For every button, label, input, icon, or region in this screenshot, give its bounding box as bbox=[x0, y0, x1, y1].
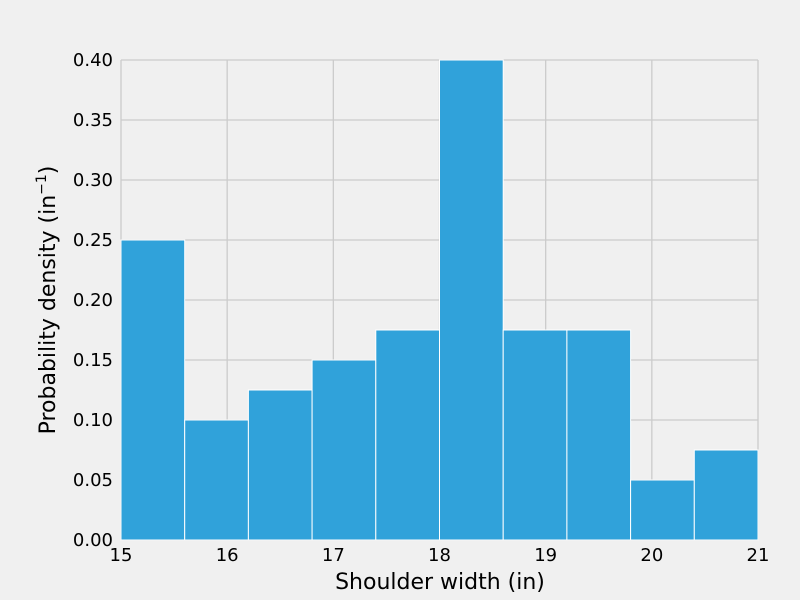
y-tick-label: 0.00 bbox=[73, 530, 113, 551]
y-tick-label: 0.05 bbox=[73, 470, 113, 491]
x-tick-labels: 15 16 17 18 19 20 21 bbox=[110, 545, 770, 566]
histogram-bar bbox=[247, 389, 313, 541]
histogram-bar bbox=[120, 239, 186, 541]
y-tick-label: 0.15 bbox=[73, 350, 113, 371]
x-tick-label: 15 bbox=[110, 545, 133, 566]
histogram-bar bbox=[566, 329, 632, 541]
y-axis-label-close: ) bbox=[36, 166, 61, 175]
histogram-bar bbox=[439, 59, 504, 541]
y-axis-label: Probability density (in−1) bbox=[34, 166, 61, 435]
y-tick-label: 0.35 bbox=[73, 110, 113, 131]
histogram-bar bbox=[311, 359, 377, 541]
y-tick-label: 0.10 bbox=[73, 410, 113, 431]
y-axis-label-exponent: −1 bbox=[34, 174, 50, 195]
x-tick-label: 17 bbox=[322, 545, 345, 566]
x-tick-label: 20 bbox=[640, 545, 663, 566]
histogram-bar bbox=[375, 329, 440, 541]
histogram-bar bbox=[184, 419, 249, 541]
y-tick-label: 0.25 bbox=[73, 230, 113, 251]
y-tick-label: 0.30 bbox=[73, 170, 113, 191]
histogram-bar bbox=[693, 449, 759, 541]
x-tick-label: 18 bbox=[428, 545, 451, 566]
x-tick-label: 19 bbox=[534, 545, 557, 566]
y-tick-label: 0.40 bbox=[73, 50, 113, 71]
y-tick-label: 0.20 bbox=[73, 290, 113, 311]
x-tick-label: 16 bbox=[216, 545, 239, 566]
histogram-bars bbox=[120, 59, 759, 541]
x-tick-label: 21 bbox=[747, 545, 770, 566]
histogram-bar bbox=[630, 479, 695, 541]
y-tick-labels: 0.00 0.05 0.10 0.15 0.20 0.25 0.30 0.35 0.40 bbox=[73, 50, 113, 551]
y-axis-label-text: Probability density (in bbox=[36, 195, 61, 435]
histogram-bar bbox=[502, 329, 568, 541]
x-axis-label: Shoulder width (in) bbox=[335, 570, 545, 595]
